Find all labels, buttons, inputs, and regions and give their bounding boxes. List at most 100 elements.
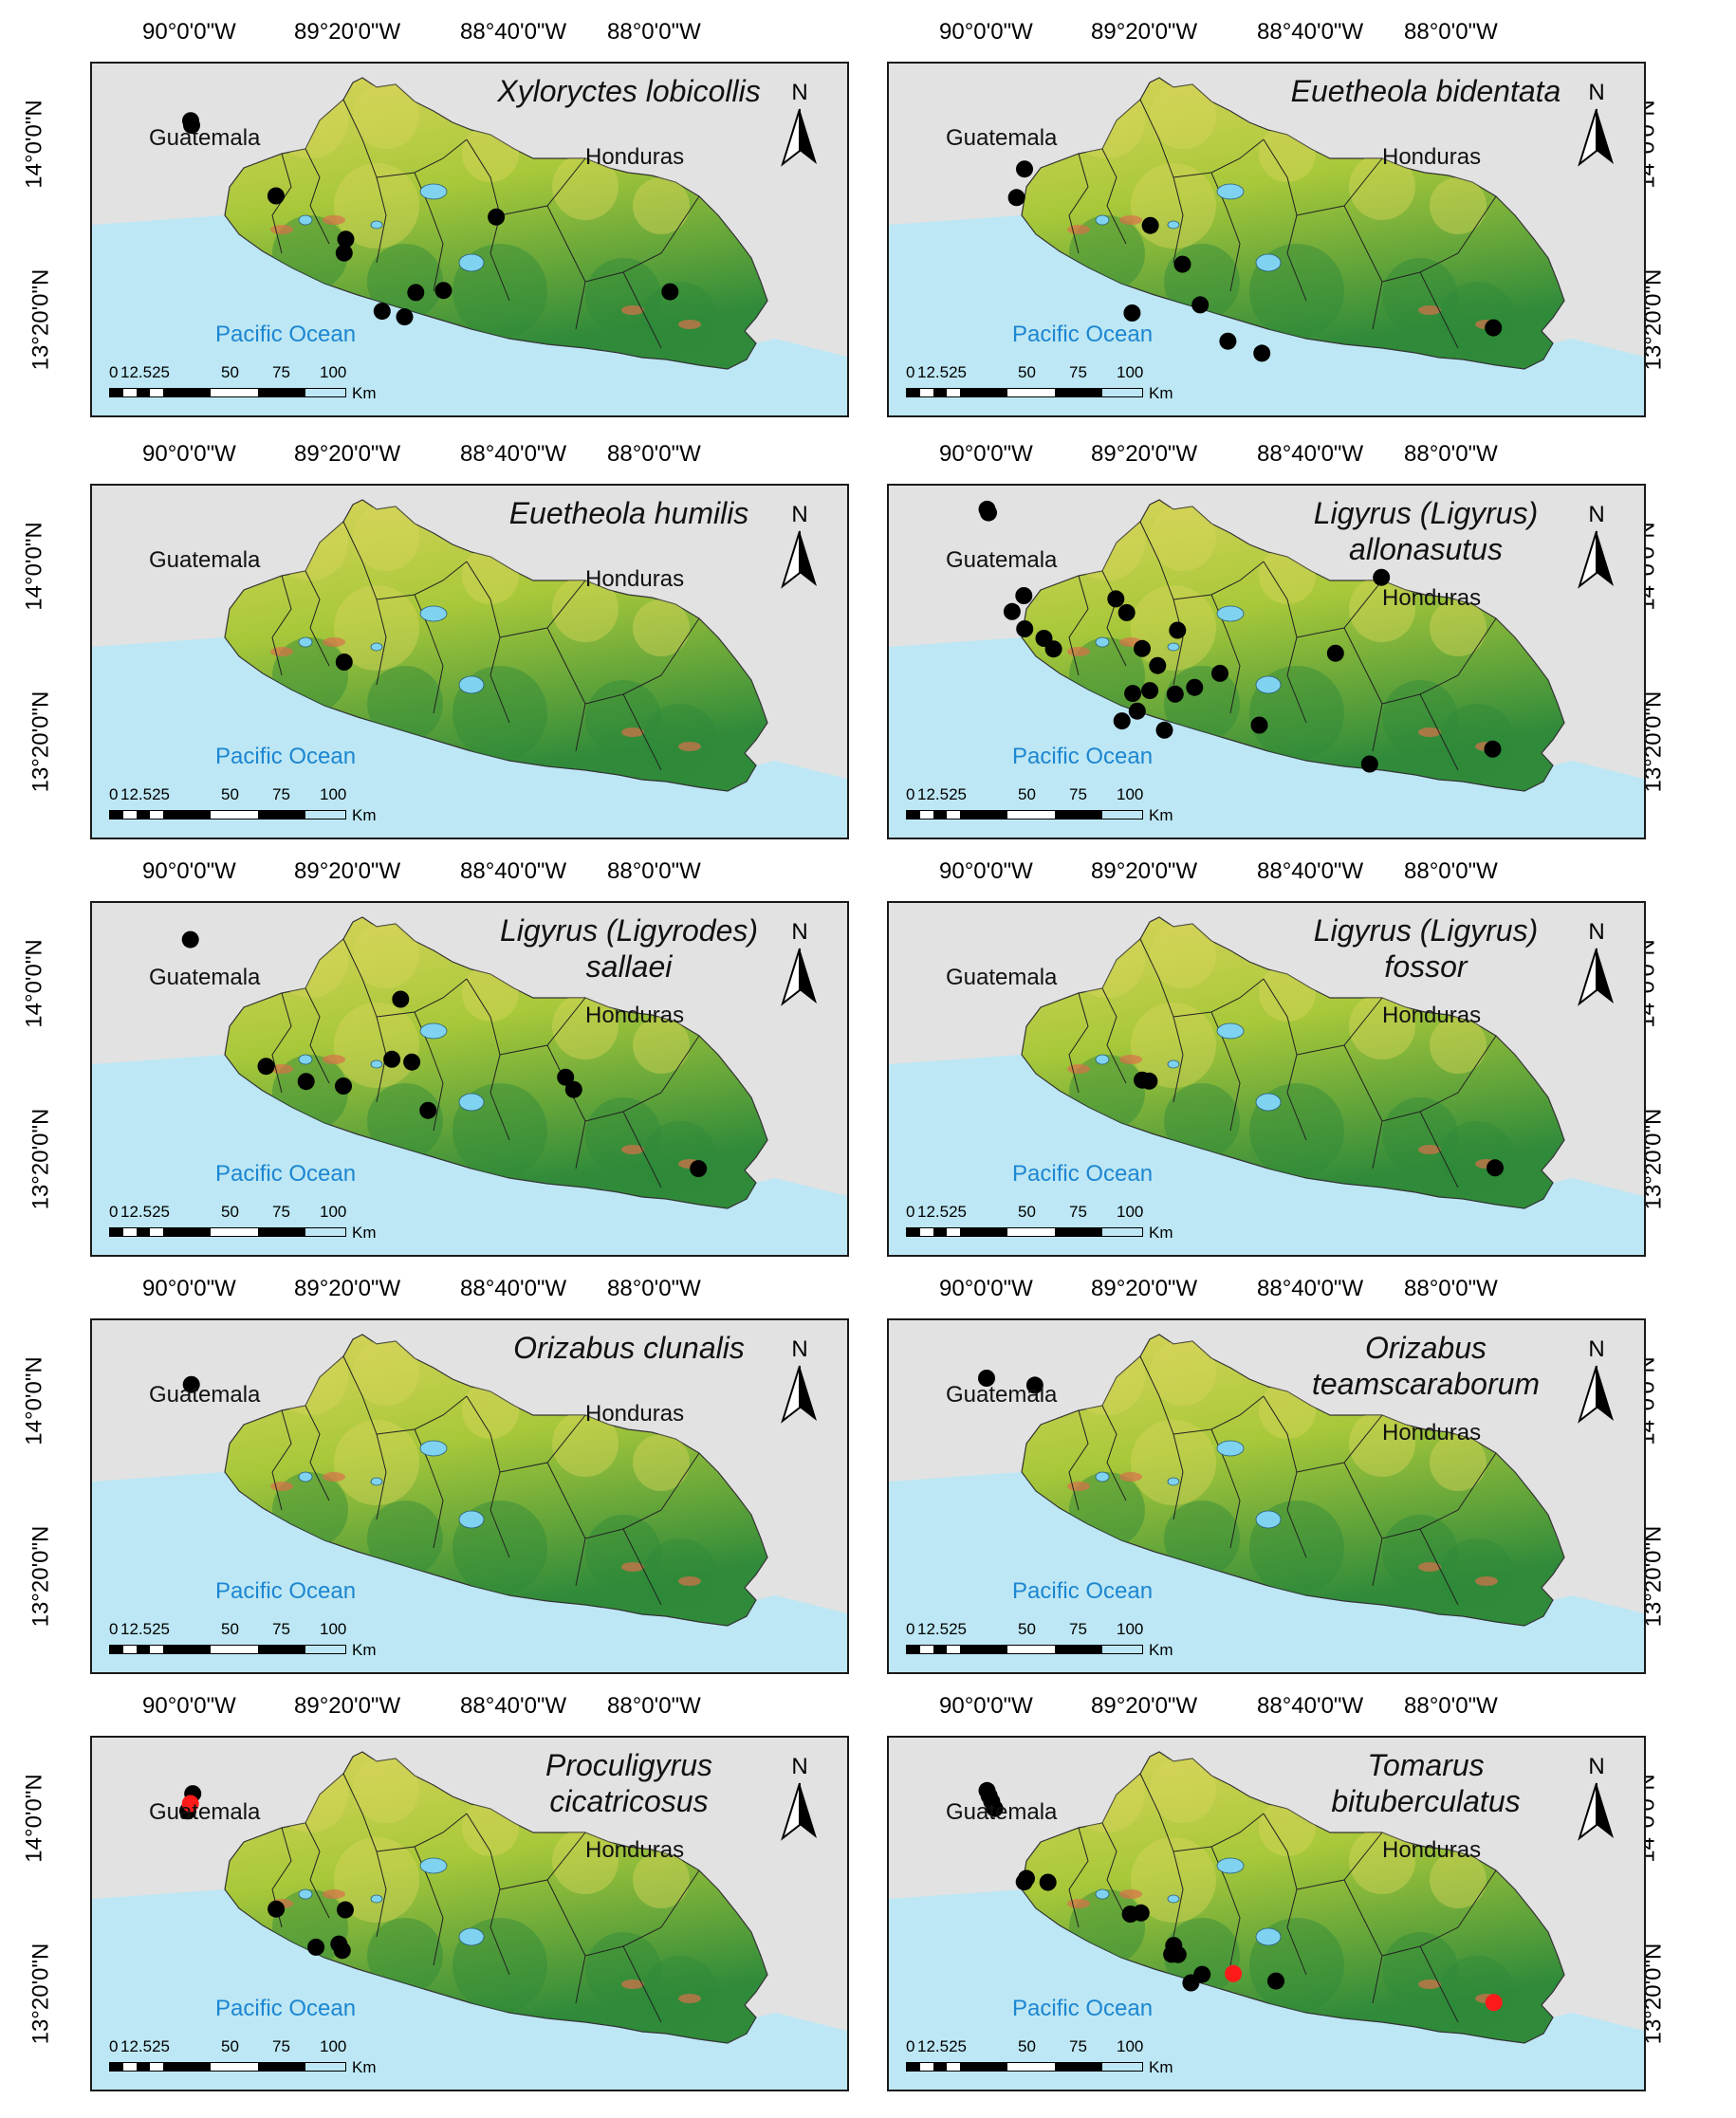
pacific-ocean-area [92, 637, 847, 838]
longitude-label: 88°0'0"W [607, 1693, 701, 1719]
relief-shade [1349, 1828, 1415, 1894]
occurrence-record-dot [1485, 319, 1503, 337]
longitude-label: 89°20'0"W [294, 19, 401, 45]
species-title: Tomarus bituberculatus [1246, 1747, 1606, 1819]
scale-number: 75 [272, 1620, 290, 1638]
scale-segment [947, 389, 960, 396]
map-frame: Orizabus clunalis Guatemala Honduras Pacifi… [90, 1318, 849, 1674]
relief-shade [1069, 1757, 1145, 1833]
species-name-line: Ligyrus (Ligyrus) [1313, 496, 1539, 530]
map-panel: 90°0'0"W 89°20'0"W 88°40'0"W 88°0'0"W 14°0'0… [22, 441, 903, 858]
elevation-peak [1205, 1761, 1228, 1771]
relief-shade [552, 1410, 619, 1477]
el-salvador-land [1021, 1334, 1565, 1627]
department-border [1101, 148, 1127, 245]
scale-number: 100 [320, 1620, 347, 1638]
north-arrow-right [1597, 531, 1614, 586]
map-panel: 90°0'0"W 89°20'0"W 88°40'0"W 88°0'0"W 14°0'0… [22, 19, 903, 436]
lake [298, 1054, 313, 1065]
scale-number: 100 [1117, 363, 1144, 381]
latitude-label: 14°0'0"N [21, 1356, 47, 1446]
relief-shade [1259, 125, 1316, 182]
occurrence-record-dot [182, 1375, 200, 1393]
scale-segment [137, 389, 150, 396]
elevation-peak [1067, 1064, 1090, 1074]
scale-unit: Km [352, 806, 377, 824]
department-border [271, 575, 292, 676]
scale-segment [907, 389, 920, 396]
scale-segment [123, 1228, 137, 1236]
species-name-line: Xyloryctes lobicollis [497, 74, 761, 108]
department-border [584, 1452, 700, 1539]
scale-bar-graphic [906, 1645, 1143, 1654]
elevation-peak [323, 215, 345, 225]
species-title: Euetheola humilis [449, 495, 809, 531]
longitude-label: 89°20'0"W [1091, 1276, 1198, 1301]
department-border [376, 561, 468, 600]
relief-shade [1150, 83, 1216, 149]
species-name-line: Orizabus [1364, 1331, 1487, 1365]
scale-number: 50 [221, 363, 239, 381]
lake [419, 183, 448, 200]
longitude-label: 90°0'0"W [142, 19, 236, 45]
lake [370, 1477, 383, 1486]
elevation-peak [1119, 1889, 1142, 1899]
relief-shade [272, 1757, 348, 1833]
scale-segment [163, 2063, 211, 2071]
occurrence-record-dot [564, 1080, 582, 1098]
label-guatemala: Guatemala [946, 547, 1058, 573]
department-border [1173, 1395, 1265, 1435]
label-guatemala: Guatemala [946, 1382, 1058, 1408]
map-frame: Ligyrus (Ligyrodes) sallaei Guatemala Hondu… [90, 901, 849, 1257]
elevation-peak [621, 727, 644, 737]
scale-segment [920, 1228, 933, 1236]
north-arrow-left [781, 1782, 801, 1841]
scale-segment [123, 2063, 137, 2071]
species-title: Xyloryctes lobicollis [449, 73, 809, 109]
latitude-label: 14°0'0"N [21, 522, 47, 611]
relief-shade [334, 585, 419, 671]
occurrence-record-dot [419, 1101, 437, 1119]
scale-number: 0 [906, 1620, 915, 1638]
lake [1255, 1510, 1282, 1529]
scale-segment [150, 811, 163, 819]
longitude-label: 88°0'0"W [607, 441, 701, 467]
scale-bar: 0 12.525 50 75 100 Km [109, 785, 394, 833]
elevation-peak [1409, 993, 1431, 1003]
scale-number: 50 [221, 2037, 239, 2055]
department-border [584, 1035, 700, 1122]
elevation-peak [621, 1980, 644, 1989]
relief-shade [642, 282, 718, 358]
map-frame: Ligyrus (Ligyrus) fossor Guatemala Honduras… [887, 901, 1646, 1257]
species-name-line: allonasutus [1349, 532, 1503, 566]
occurrence-record-dot [1107, 590, 1125, 608]
department-border [1068, 992, 1089, 1094]
longitude-label: 90°0'0"W [939, 1276, 1033, 1301]
relief-shade [552, 1828, 619, 1894]
longitude-label: 90°0'0"W [939, 441, 1033, 467]
department-border [1173, 978, 1265, 1018]
occurrence-record-dot [1267, 1972, 1284, 1990]
latitude-label: 13°20'0"N [28, 691, 54, 793]
scale-bar-graphic [906, 1227, 1143, 1237]
department-border [622, 1528, 662, 1606]
occurrence-record-dot [181, 930, 199, 948]
map-frame: Ligyrus (Ligyrus) allonasutus Guatemala Hon… [887, 484, 1646, 839]
relief-shade [1131, 163, 1216, 249]
scale-number: 100 [320, 363, 347, 381]
elevation-peak [323, 637, 345, 647]
scale-number: 12.525 [120, 1620, 170, 1638]
north-arrow-icon: N [1578, 919, 1614, 1006]
scale-segment [920, 2063, 933, 2071]
elevation-peak [1205, 509, 1228, 519]
scale-segment [258, 2063, 305, 2071]
scale-segment [907, 1228, 920, 1236]
lake [1255, 253, 1282, 272]
longitude-label: 88°0'0"W [1404, 19, 1498, 45]
pacific-ocean-area [889, 637, 1644, 838]
north-arrow: N [771, 916, 828, 1011]
north-letter: N [791, 502, 807, 527]
relief-shade [1439, 704, 1515, 780]
scale-segment [123, 811, 137, 819]
el-salvador-land [224, 916, 768, 1209]
